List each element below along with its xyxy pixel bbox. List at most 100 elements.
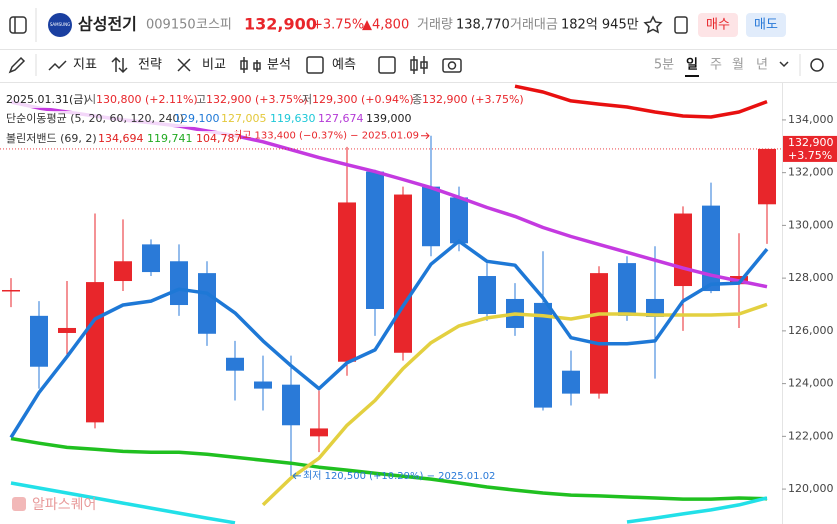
volume-label: 거래량 [417, 18, 453, 33]
info-date: 2025.01.31(금) [6, 93, 88, 106]
info-bg [4, 92, 516, 108]
candle-body [170, 261, 188, 306]
indicator-value: 119,630 [270, 112, 316, 125]
y-tick-label: 130,000 [788, 218, 834, 231]
draw-tool[interactable] [8, 56, 26, 74]
ma-line [10, 100, 768, 289]
candle-body [590, 273, 608, 394]
period-more[interactable] [779, 61, 789, 68]
candle-body [478, 276, 496, 314]
candle-body [394, 194, 412, 353]
y-tick-label: 124,000 [788, 377, 834, 390]
ma-line [10, 481, 768, 524]
period-tab[interactable]: 월 [732, 58, 744, 73]
strategy-icon [111, 56, 128, 74]
indicator-value: 104,787 [196, 132, 242, 145]
logo-text: SAMSUNG [50, 22, 70, 27]
capture-button[interactable] [442, 58, 462, 73]
y-tick-label: 126,000 [788, 324, 834, 337]
info-bg [4, 111, 420, 127]
capture-lens [447, 61, 457, 70]
change: ▲4,800 [362, 18, 409, 33]
overlay: 최고 133,400 (−0.37%) − 2025.01.09 최저 120,5… [4, 92, 524, 513]
candle-body [702, 205, 720, 292]
candle-body [58, 327, 76, 333]
change-pct: +3.75% [312, 18, 364, 33]
compare-icon [177, 58, 191, 72]
candle-body [282, 384, 300, 426]
candle-body [310, 428, 328, 437]
toolbar-item[interactable]: 비교 [202, 58, 226, 73]
info-label: 종 [412, 93, 422, 106]
ma-line [9, 239, 769, 439]
candle-body [142, 244, 160, 273]
indicator-value: 129,100 [174, 112, 220, 125]
sidebar-toggle[interactable] [9, 16, 27, 34]
toolbar-item[interactable]: 전략 [138, 58, 162, 73]
candle-body [226, 357, 244, 371]
period-tab[interactable]: 5분 [654, 58, 674, 73]
ma-line [514, 84, 768, 119]
sell-button[interactable] [746, 13, 786, 37]
indicator-icon [48, 60, 67, 71]
toolbar-item[interactable]: 예측 [332, 58, 356, 73]
amount-label: 거래대금 [510, 18, 558, 33]
buy-label: 매수 [706, 18, 730, 33]
toolbar-item[interactable]: 분석 [267, 58, 291, 73]
volume: 138,770 [456, 18, 510, 33]
price-tag-value: 132,900 [788, 136, 834, 149]
toolbar-item[interactable]: 지표 [73, 58, 97, 73]
indicator-label: 단순이동평균 (5, 20, 60, 120, 240) [6, 112, 184, 125]
analysis-icon [240, 57, 261, 73]
candle-body [114, 261, 132, 282]
chart-type-button[interactable] [410, 56, 428, 74]
y-tick-label: 120,000 [788, 482, 834, 495]
indicator-value: 119,741 [147, 132, 193, 145]
favorite-button[interactable] [643, 15, 663, 34]
layout-button[interactable] [378, 56, 396, 74]
indicator-label: 볼린저밴드 (69, 2) [6, 132, 97, 145]
candle-body [198, 273, 216, 334]
candle-body [534, 302, 552, 408]
watermark: 알파스퀘어 [32, 497, 96, 513]
candle-body [366, 171, 384, 309]
high-arrow [421, 132, 430, 140]
settings-button[interactable] [810, 58, 824, 72]
price: 132,900 [244, 15, 317, 34]
buy-button[interactable] [698, 13, 738, 37]
info-value: 130,800 (+2.11%) [96, 93, 198, 106]
ma-line [10, 436, 768, 501]
memo-button[interactable] [674, 16, 688, 34]
amount: 182억 945만 [561, 18, 639, 33]
candle-body [2, 289, 20, 292]
candle-body [86, 282, 104, 423]
candle-body [254, 381, 272, 389]
info-value: 132,900 (+3.75%) [206, 93, 308, 106]
market: 코스피 [196, 18, 232, 33]
candle-body [674, 213, 692, 287]
period-tab[interactable]: 년 [756, 58, 768, 73]
stock-name: 삼성전기 [78, 15, 137, 34]
plot: 120,000 122,000 124,000 126,000 128,000 130,0… [0, 84, 837, 524]
indicator-value: 127,005 [221, 112, 267, 125]
info-label: 시 [86, 93, 96, 106]
sell-label: 매도 [754, 18, 778, 33]
candle-body [422, 186, 440, 247]
period-tab[interactable]: 일 [686, 58, 698, 73]
candle-body [30, 315, 48, 367]
candle-body [646, 298, 664, 317]
period-tab[interactable]: 주 [710, 58, 722, 73]
info-value: 132,900 (+3.75%) [422, 93, 524, 106]
candle-body [450, 197, 468, 244]
indicator-value: 134,694 [98, 132, 144, 145]
candle-body [338, 202, 356, 362]
low-note: 최저 120,500 (+10.29%) − 2025.01.02 [303, 470, 495, 482]
indicator-value: 127,674 [318, 112, 364, 125]
y-tick-label: 122,000 [788, 429, 834, 442]
stock-code: 009150 [146, 18, 196, 33]
price-tag-change: +3.75% [788, 149, 832, 162]
predict-icon [306, 56, 324, 74]
info-label: 고 [196, 93, 206, 106]
header-bar [0, 0, 837, 50]
y-tick-label: 134,000 [788, 113, 834, 126]
